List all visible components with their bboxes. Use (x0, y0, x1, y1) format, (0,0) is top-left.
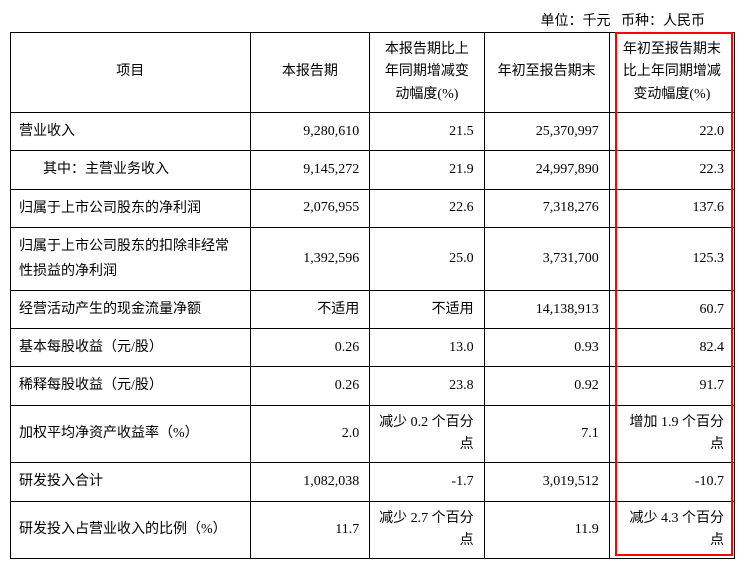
row-change: 不适用 (370, 291, 484, 329)
row-change: 23.8 (370, 367, 484, 405)
row-change: 21.5 (370, 113, 484, 151)
row-ytd-change: 137.6 (609, 189, 734, 227)
row-label: 归属于上市公司股东的扣除非经常性损益的净利润 (11, 227, 251, 290)
row-ytd-change: 22.0 (609, 113, 734, 151)
table-wrapper: 项目 本报告期 本报告期比上年同期增减变动幅度(%) 年初至报告期末 年初至报告… (10, 32, 735, 559)
row-ytd: 24,997,890 (484, 151, 609, 189)
row-ytd: 0.92 (484, 367, 609, 405)
table-row: 基本每股收益（元/股）0.2613.00.9382.4 (11, 329, 735, 367)
row-ytd: 25,370,997 (484, 113, 609, 151)
table-body: 营业收入9,280,61021.525,370,99722.0其中：主营业务收入… (11, 113, 735, 559)
table-row: 稀释每股收益（元/股）0.2623.80.9291.7 (11, 367, 735, 405)
row-label: 其中：主营业务收入 (11, 151, 251, 189)
table-row: 其中：主营业务收入9,145,27221.924,997,89022.3 (11, 151, 735, 189)
row-ytd-change: 减少 4.3 个百分点 (609, 501, 734, 559)
header-unit-currency: 单位：千元 币种：人民币 (10, 10, 735, 30)
col-header-item: 项目 (11, 33, 251, 113)
row-period: 2,076,955 (250, 189, 370, 227)
row-change: -1.7 (370, 463, 484, 501)
row-ytd: 14,138,913 (484, 291, 609, 329)
row-ytd-change: 125.3 (609, 227, 734, 290)
row-ytd-change: 91.7 (609, 367, 734, 405)
row-label: 加权平均净资产收益率（%） (11, 405, 251, 463)
table-row: 经营活动产生的现金流量净额不适用不适用14,138,91360.7 (11, 291, 735, 329)
table-row: 归属于上市公司股东的扣除非经常性损益的净利润1,392,59625.03,731… (11, 227, 735, 290)
table-row: 加权平均净资产收益率（%）2.0减少 0.2 个百分点7.1增加 1.9 个百分… (11, 405, 735, 463)
table-row: 研发投入合计1,082,038-1.73,019,512-10.7 (11, 463, 735, 501)
row-change: 21.9 (370, 151, 484, 189)
row-ytd-change: 82.4 (609, 329, 734, 367)
row-ytd-change: 60.7 (609, 291, 734, 329)
row-label: 研发投入合计 (11, 463, 251, 501)
currency-label: 币种：人民币 (621, 14, 705, 29)
row-ytd: 11.9 (484, 501, 609, 559)
row-label: 营业收入 (11, 113, 251, 151)
row-ytd-change: -10.7 (609, 463, 734, 501)
row-change: 13.0 (370, 329, 484, 367)
row-ytd-change: 增加 1.9 个百分点 (609, 405, 734, 463)
row-ytd: 3,019,512 (484, 463, 609, 501)
row-ytd-change: 22.3 (609, 151, 734, 189)
row-period: 0.26 (250, 329, 370, 367)
row-period: 9,145,272 (250, 151, 370, 189)
row-change: 减少 2.7 个百分点 (370, 501, 484, 559)
row-ytd: 0.93 (484, 329, 609, 367)
row-period: 11.7 (250, 501, 370, 559)
row-period: 1,392,596 (250, 227, 370, 290)
row-label: 研发投入占营业收入的比例（%） (11, 501, 251, 559)
col-header-change: 本报告期比上年同期增减变动幅度(%) (370, 33, 484, 113)
col-header-period: 本报告期 (250, 33, 370, 113)
row-period: 9,280,610 (250, 113, 370, 151)
financial-table: 项目 本报告期 本报告期比上年同期增减变动幅度(%) 年初至报告期末 年初至报告… (10, 32, 735, 559)
row-change: 22.6 (370, 189, 484, 227)
row-ytd: 7.1 (484, 405, 609, 463)
row-change: 25.0 (370, 227, 484, 290)
row-period: 1,082,038 (250, 463, 370, 501)
row-ytd: 3,731,700 (484, 227, 609, 290)
row-change: 减少 0.2 个百分点 (370, 405, 484, 463)
row-period: 2.0 (250, 405, 370, 463)
table-header-row: 项目 本报告期 本报告期比上年同期增减变动幅度(%) 年初至报告期末 年初至报告… (11, 33, 735, 113)
row-period: 不适用 (250, 291, 370, 329)
row-label: 经营活动产生的现金流量净额 (11, 291, 251, 329)
row-ytd: 7,318,276 (484, 189, 609, 227)
unit-label: 单位：千元 (541, 14, 611, 29)
table-row: 研发投入占营业收入的比例（%）11.7减少 2.7 个百分点11.9减少 4.3… (11, 501, 735, 559)
row-label: 稀释每股收益（元/股） (11, 367, 251, 405)
row-label: 归属于上市公司股东的净利润 (11, 189, 251, 227)
col-header-ytd: 年初至报告期末 (484, 33, 609, 113)
row-label: 基本每股收益（元/股） (11, 329, 251, 367)
col-header-ytd-change: 年初至报告期末比上年同期增减变动幅度(%) (609, 33, 734, 113)
table-row: 营业收入9,280,61021.525,370,99722.0 (11, 113, 735, 151)
table-row: 归属于上市公司股东的净利润2,076,95522.67,318,276137.6 (11, 189, 735, 227)
row-period: 0.26 (250, 367, 370, 405)
